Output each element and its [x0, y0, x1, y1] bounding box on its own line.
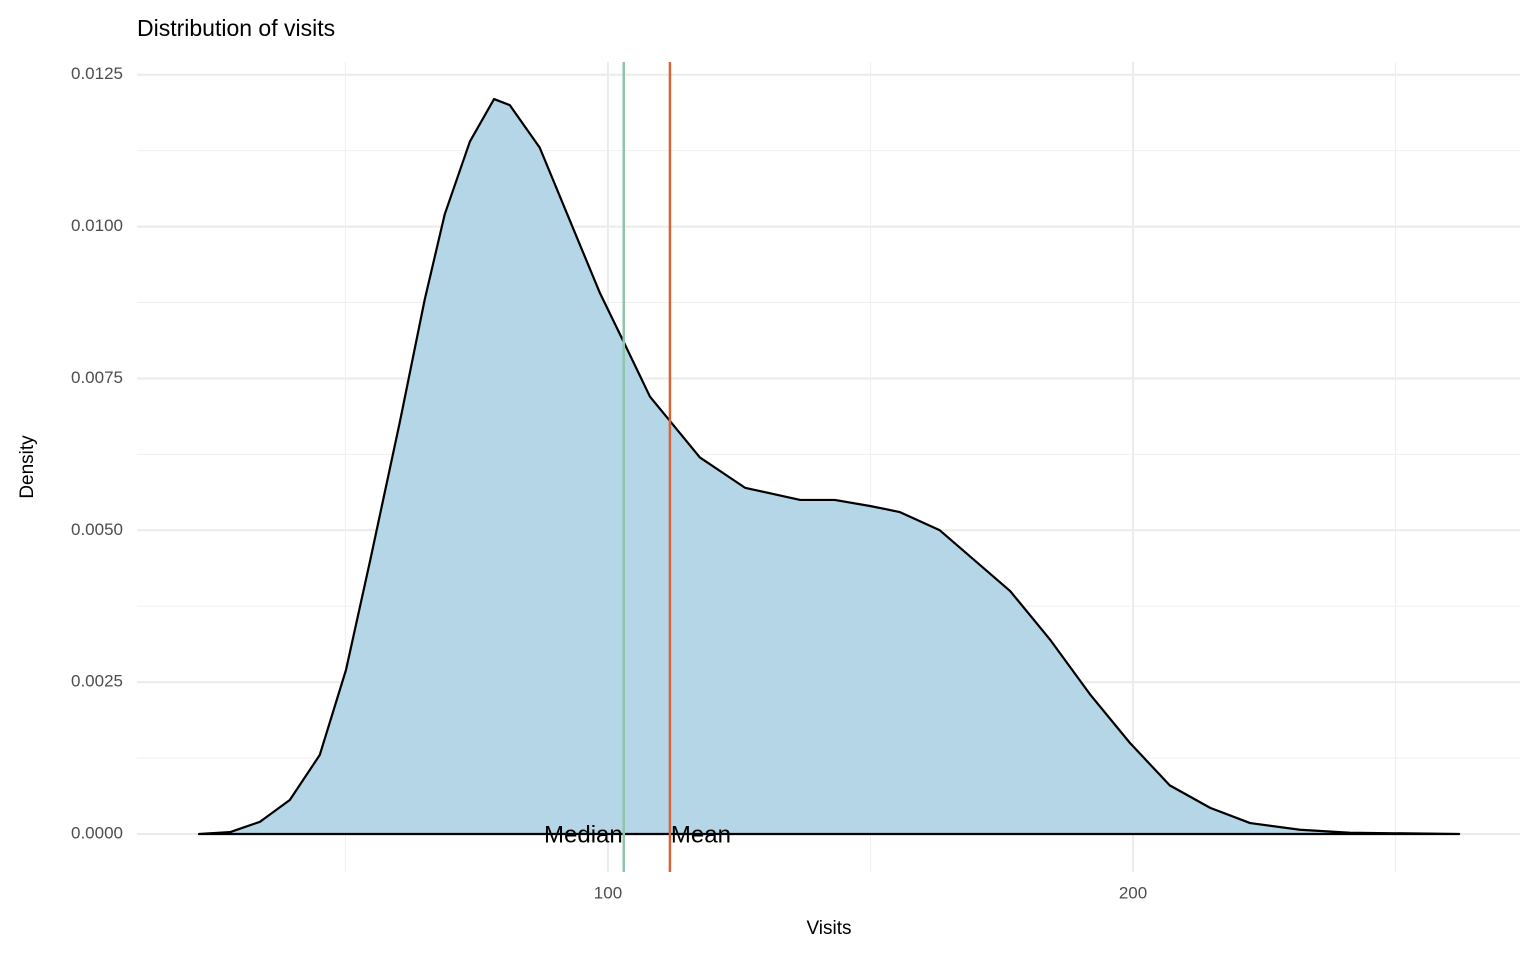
- y-tick-label: 0.0025: [71, 672, 123, 691]
- density-area: [197, 97, 1461, 836]
- x-tick-label: 200: [1119, 883, 1147, 902]
- y-tick-label: 0.0000: [71, 823, 123, 842]
- y-tick-label: 0.0050: [71, 520, 123, 539]
- y-tick-label: 0.0125: [71, 64, 123, 83]
- x-tick-label: 100: [594, 883, 622, 902]
- chart-title: Distribution of visits: [137, 15, 335, 41]
- reference-label: Mean: [671, 821, 731, 848]
- y-tick-label: 0.0075: [71, 368, 123, 387]
- reference-label: Median: [544, 821, 623, 848]
- x-axis-label: Visits: [806, 918, 851, 939]
- y-tick-label: 0.0100: [71, 216, 123, 235]
- y-axis-label: Density: [17, 435, 38, 499]
